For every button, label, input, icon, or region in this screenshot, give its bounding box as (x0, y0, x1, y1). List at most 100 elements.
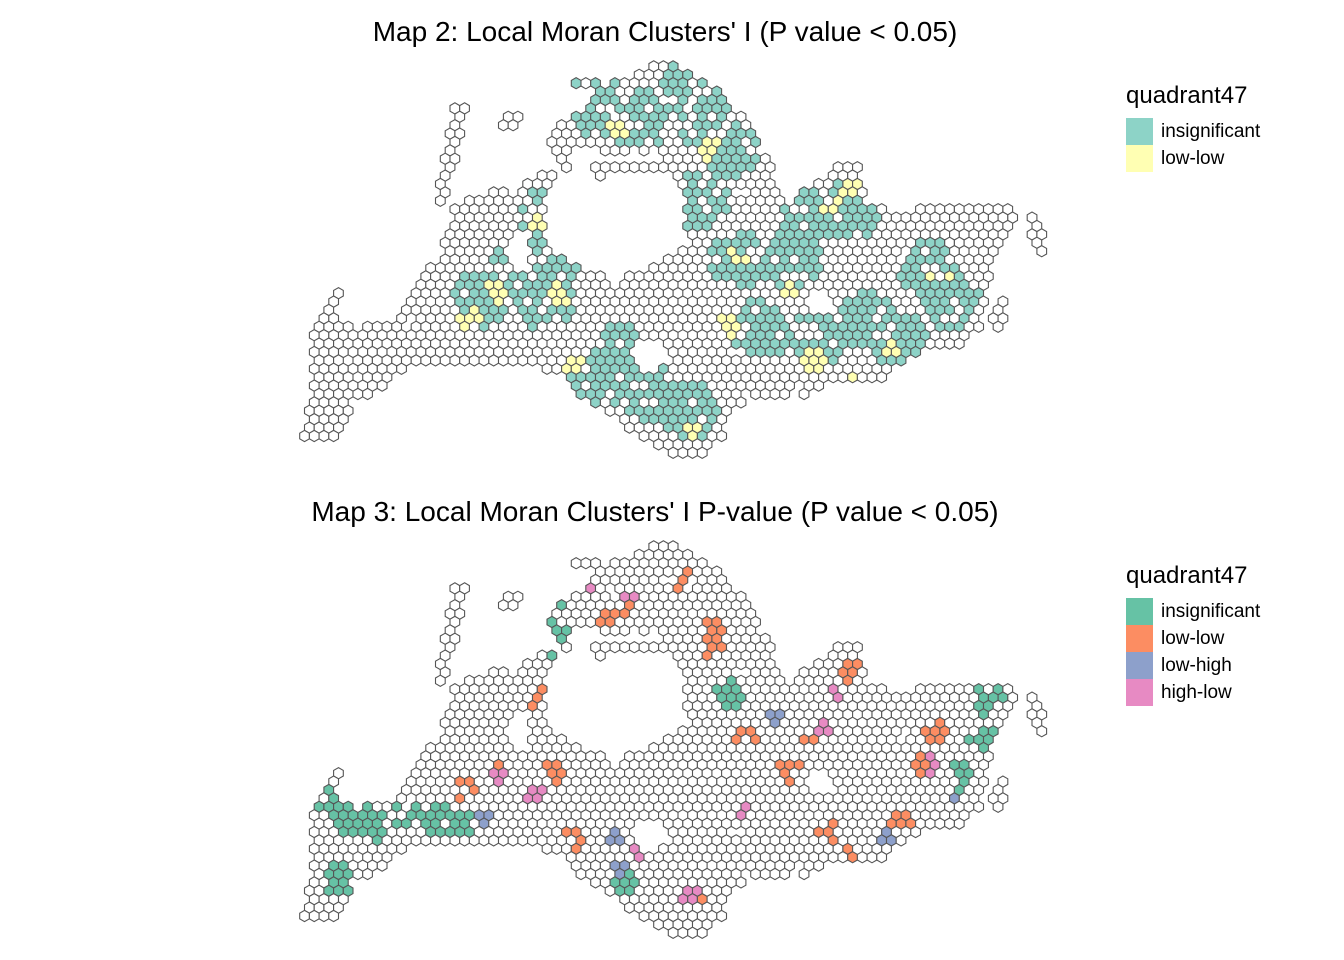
hex-cell (575, 867, 587, 881)
hex-cell (662, 565, 674, 578)
legend-title: quadrant47 (1126, 82, 1248, 109)
hex-cell (575, 615, 587, 629)
hex-cell (944, 817, 955, 830)
hex-cell (575, 387, 587, 401)
map-3-panel: Map 3: Local Moran Clusters' I P-value (… (0, 480, 1344, 960)
hex-cell (953, 817, 965, 830)
hex-cell (507, 834, 519, 847)
hex-cell (299, 429, 310, 443)
hex-cell (561, 640, 572, 654)
hex-cell (396, 362, 407, 376)
hex-cell (478, 354, 490, 367)
hex-cell (667, 926, 679, 940)
hex-cell (609, 624, 621, 637)
hex-cell (468, 834, 480, 847)
hex-cell (619, 160, 631, 174)
hex-cell (924, 817, 936, 830)
hex-cell (944, 337, 955, 350)
hex-cell (580, 556, 592, 570)
legend-swatch (1126, 118, 1153, 145)
hex-cell (759, 867, 771, 881)
hex-cell (570, 556, 582, 570)
hex-cell (376, 379, 388, 392)
hex-cell (590, 876, 601, 889)
hex-cell (638, 640, 650, 654)
legend-label: high-low (1161, 681, 1232, 703)
hex-cell (352, 387, 364, 401)
hex-cell (527, 354, 538, 367)
legend-label: low-low (1161, 147, 1225, 169)
legend-item-low-low: low-low (1126, 625, 1260, 652)
legend-item-high-low: high-low (1126, 679, 1260, 706)
hex-cell (628, 160, 640, 174)
hex-cell (653, 918, 664, 931)
hex-cell (798, 387, 810, 401)
hex-cell (638, 328, 650, 342)
hex-cell (299, 909, 310, 923)
map-3-legend: quadrant47 insignificant low-low low-hig… (1126, 562, 1260, 706)
hex-cell (570, 76, 582, 90)
hex-cell (468, 354, 480, 367)
hex-cell (478, 834, 490, 847)
legend-label: insignificant (1161, 600, 1261, 622)
hex-cell (459, 834, 470, 847)
hex-cell (609, 640, 621, 654)
legend-swatch (1126, 652, 1153, 679)
hex-cell (856, 850, 868, 864)
hex-cell (449, 354, 461, 367)
hex-cell (735, 657, 747, 671)
hex-cell (638, 909, 650, 923)
hex-cell (924, 337, 936, 350)
hex-cell (541, 362, 553, 376)
hex-cell (677, 926, 689, 940)
hex-cell (813, 379, 825, 392)
hex-cell (362, 867, 373, 881)
hex-cell (648, 640, 660, 654)
legend-swatch (1126, 598, 1153, 625)
hex-cell (638, 160, 650, 174)
hex-cell (609, 160, 621, 174)
hex-cell (497, 118, 509, 132)
hex-cell (667, 446, 679, 460)
hex-cell (648, 160, 660, 174)
hex-cell (308, 909, 320, 923)
hex-cell (541, 842, 553, 856)
hex-cell (759, 387, 771, 401)
legend-swatch (1126, 145, 1153, 172)
hex-cell (594, 649, 606, 662)
hex-cell (677, 446, 689, 460)
hex-cell (730, 337, 742, 350)
legend-swatch (1126, 625, 1153, 652)
hex-cell (604, 404, 616, 418)
hex-cell (973, 320, 985, 334)
hex-cell (628, 640, 640, 654)
hex-cell (687, 926, 698, 940)
hex-cell (687, 446, 698, 460)
hex-cell (585, 615, 597, 629)
hex-cell (507, 354, 519, 367)
map-2-hex-grid (299, 60, 1048, 460)
hex-cell (1036, 244, 1048, 258)
hex-cell (992, 320, 1004, 334)
hex-cell (895, 354, 907, 367)
hex-cell (735, 177, 747, 191)
hex-cell (813, 758, 825, 772)
hex-cell (730, 817, 742, 830)
hex-cell (551, 842, 563, 856)
hex-cell (658, 160, 669, 174)
hex-cell (517, 834, 529, 847)
legend-swatch (1126, 679, 1153, 706)
legend-title: quadrant47 (1126, 562, 1248, 589)
map-3-hex-grid (299, 540, 1048, 940)
hex-cell (318, 429, 330, 443)
hex-cell (585, 135, 597, 149)
hex-cell (352, 867, 364, 881)
hex-cell (430, 354, 441, 367)
hex-cell (376, 859, 388, 872)
hex-cell (517, 219, 529, 233)
hex-cell (779, 867, 791, 881)
hex-cell (599, 144, 611, 157)
hex-cell (798, 867, 810, 881)
hex-cell (410, 354, 422, 367)
hex-cell (594, 169, 606, 182)
